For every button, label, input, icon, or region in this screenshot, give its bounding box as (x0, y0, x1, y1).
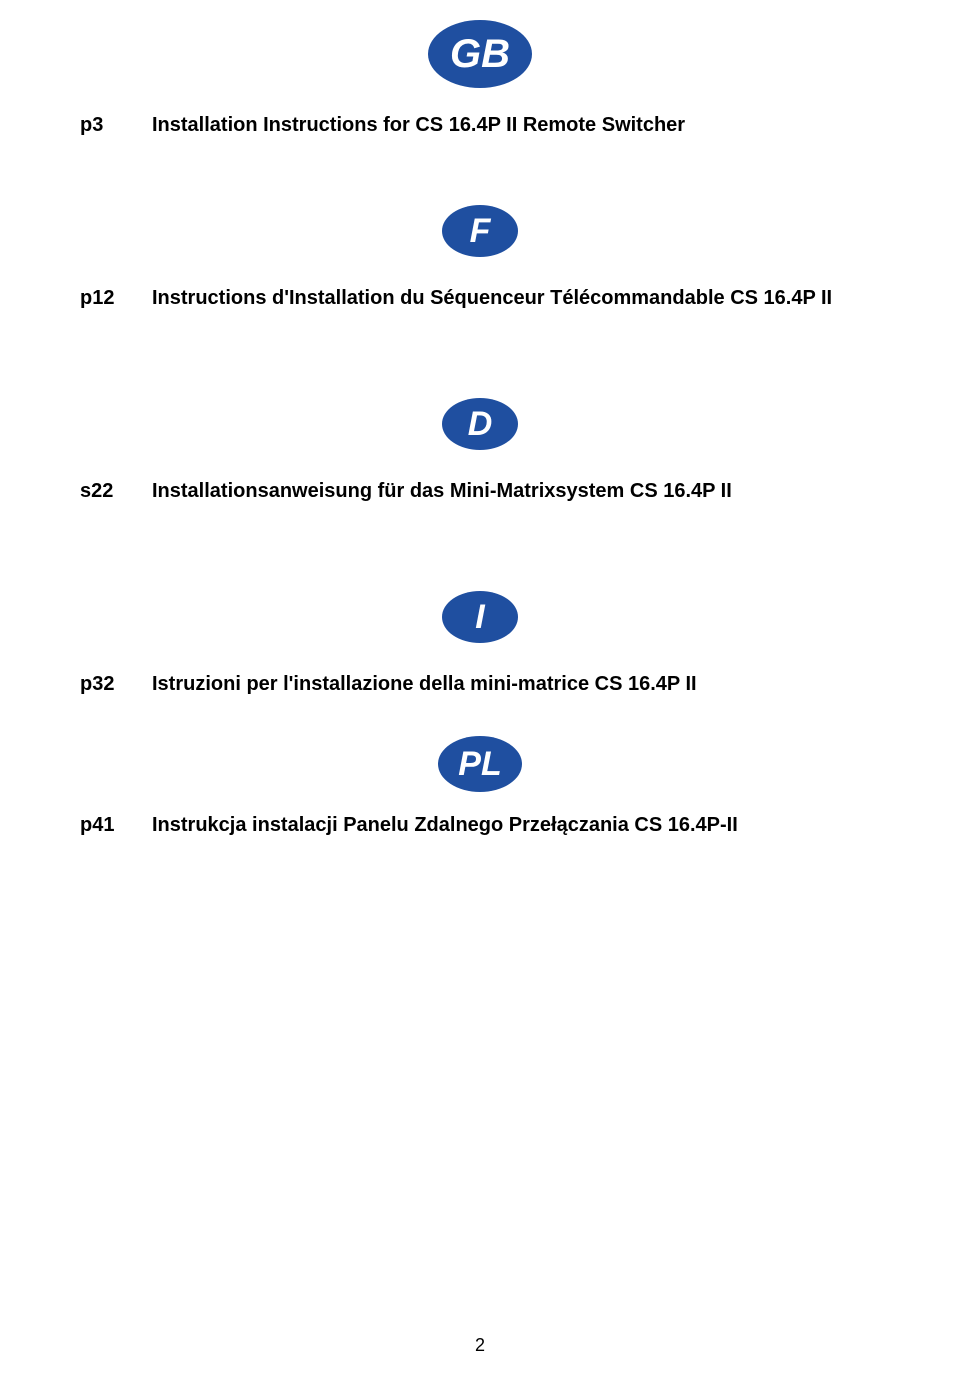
page-number: 2 (0, 1335, 960, 1356)
badge-f: F (442, 205, 518, 257)
pageref-f: p12 (80, 287, 124, 310)
entry-f: p12 Instructions d'Installation du Séque… (80, 287, 880, 310)
pageref-d: s22 (80, 480, 124, 503)
pageref-i: p32 (80, 673, 124, 696)
badge-f-text: F (470, 212, 492, 250)
desc-pl: Instrukcja instalacji Panelu Zdalnego Pr… (152, 814, 880, 837)
desc-d: Installationsanweisung für das Mini-Matr… (152, 480, 880, 503)
badge-pl: PL (438, 736, 522, 792)
entry-i: p32 Istruzioni per l'installazione della… (80, 673, 880, 696)
pageref-pl: p41 (80, 814, 124, 837)
desc-i: Istruzioni per l'installazione della min… (152, 673, 880, 696)
badge-i: I (442, 591, 518, 643)
entry-gb: p3 Installation Instructions for CS 16.4… (80, 114, 880, 137)
desc-f: Instructions d'Installation du Séquenceu… (152, 287, 880, 310)
badge-gb-text: GB (450, 32, 510, 76)
badge-d-text: D (468, 405, 493, 443)
badge-gb: GB (428, 20, 532, 88)
pageref-gb: p3 (80, 114, 124, 137)
entry-pl: p41 Instrukcja instalacji Panelu Zdalneg… (80, 814, 880, 837)
badge-i-text: I (475, 598, 486, 636)
badge-d: D (442, 398, 518, 450)
desc-gb: Installation Instructions for CS 16.4P I… (152, 114, 880, 137)
entry-d: s22 Installationsanweisung für das Mini-… (80, 480, 880, 503)
badge-pl-text: PL (458, 745, 501, 783)
